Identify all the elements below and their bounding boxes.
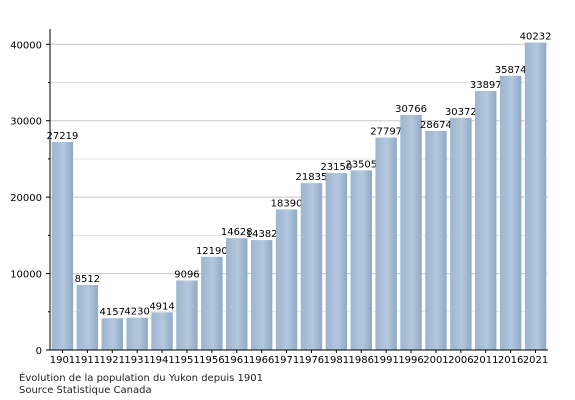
- bar-1921: [101, 318, 123, 350]
- y-tick-label: 40000: [10, 40, 42, 51]
- x-tick-label-1961: 1961: [224, 355, 249, 366]
- bar-1956: [201, 256, 223, 350]
- bar-1966: [250, 240, 273, 350]
- data-label-1966: 14382: [246, 229, 278, 240]
- y-tick-label: 0: [36, 346, 42, 357]
- bar-2021: [524, 42, 547, 350]
- x-tick-label-1921: 1921: [100, 355, 125, 366]
- bar-1931: [126, 317, 148, 350]
- data-label-1911: 8512: [75, 274, 100, 285]
- x-tick-label-1951: 1951: [174, 355, 199, 366]
- x-tick-label-1911: 1911: [75, 355, 100, 366]
- x-tick-label-2001: 2001: [423, 355, 448, 366]
- bar-1971: [275, 209, 298, 350]
- data-label-1986: 23505: [345, 159, 377, 170]
- data-label-1961: 14628: [221, 227, 253, 238]
- bar-1901: [51, 141, 74, 350]
- x-tick-label-1991: 1991: [373, 355, 398, 366]
- bar-2016: [499, 75, 522, 351]
- x-tick-label-1981: 1981: [324, 355, 349, 366]
- data-label-1976: 21835: [296, 172, 328, 183]
- data-label-1971: 18390: [271, 198, 303, 209]
- data-label-2006: 30372: [445, 107, 477, 118]
- data-label-2001: 28674: [420, 120, 452, 131]
- bar-2011: [475, 90, 497, 351]
- x-tick-label-1941: 1941: [149, 355, 174, 366]
- bar-1991: [375, 137, 397, 350]
- bar-1981: [325, 173, 348, 350]
- data-label-1996: 30766: [395, 104, 427, 115]
- data-label-2016: 35874: [495, 65, 527, 76]
- bar-1986: [350, 170, 372, 350]
- x-tick-label-1976: 1976: [299, 355, 324, 366]
- chart-caption-title: Évolution de la population du Yukon depu…: [19, 373, 263, 384]
- x-tick-label-1986: 1986: [349, 355, 374, 366]
- data-label-1956: 12190: [196, 246, 228, 257]
- bar-1996: [400, 114, 422, 350]
- data-label-1931: 4230: [124, 307, 149, 318]
- x-tick-label-1931: 1931: [124, 355, 149, 366]
- bar-1941: [151, 312, 173, 350]
- x-tick-label-2021: 2021: [523, 355, 548, 366]
- data-label-1941: 4914: [149, 301, 174, 312]
- data-label-1981: 23150: [320, 162, 352, 173]
- bar-2006: [450, 117, 472, 350]
- x-tick-label-1996: 1996: [398, 355, 423, 366]
- y-tick-label: 30000: [10, 117, 42, 128]
- x-tick-label-2011: 2011: [473, 355, 498, 366]
- data-label-2021: 40232: [520, 32, 552, 43]
- data-label-1921: 4157: [100, 307, 125, 318]
- y-tick-label: 20000: [10, 193, 42, 204]
- x-tick-label-1901: 1901: [50, 355, 75, 366]
- x-tick-label-2006: 2006: [448, 355, 473, 366]
- x-tick-label-1966: 1966: [249, 355, 274, 366]
- x-tick-label-1971: 1971: [274, 355, 299, 366]
- bar-1951: [176, 280, 198, 350]
- x-tick-label-1956: 1956: [199, 355, 224, 366]
- x-tick-label-2016: 2016: [498, 355, 523, 366]
- bar-1976: [300, 183, 323, 350]
- y-tick-label: 10000: [10, 270, 42, 281]
- chart-caption-source: Source Statistique Canada: [19, 385, 152, 396]
- data-label-1951: 9096: [174, 269, 199, 280]
- bar-2001: [425, 130, 447, 350]
- bar-1911: [76, 284, 99, 350]
- bar-1961: [226, 238, 248, 350]
- data-label-2011: 33897: [470, 80, 502, 91]
- data-label-1901: 27219: [47, 131, 79, 142]
- data-label-1991: 27797: [370, 127, 402, 138]
